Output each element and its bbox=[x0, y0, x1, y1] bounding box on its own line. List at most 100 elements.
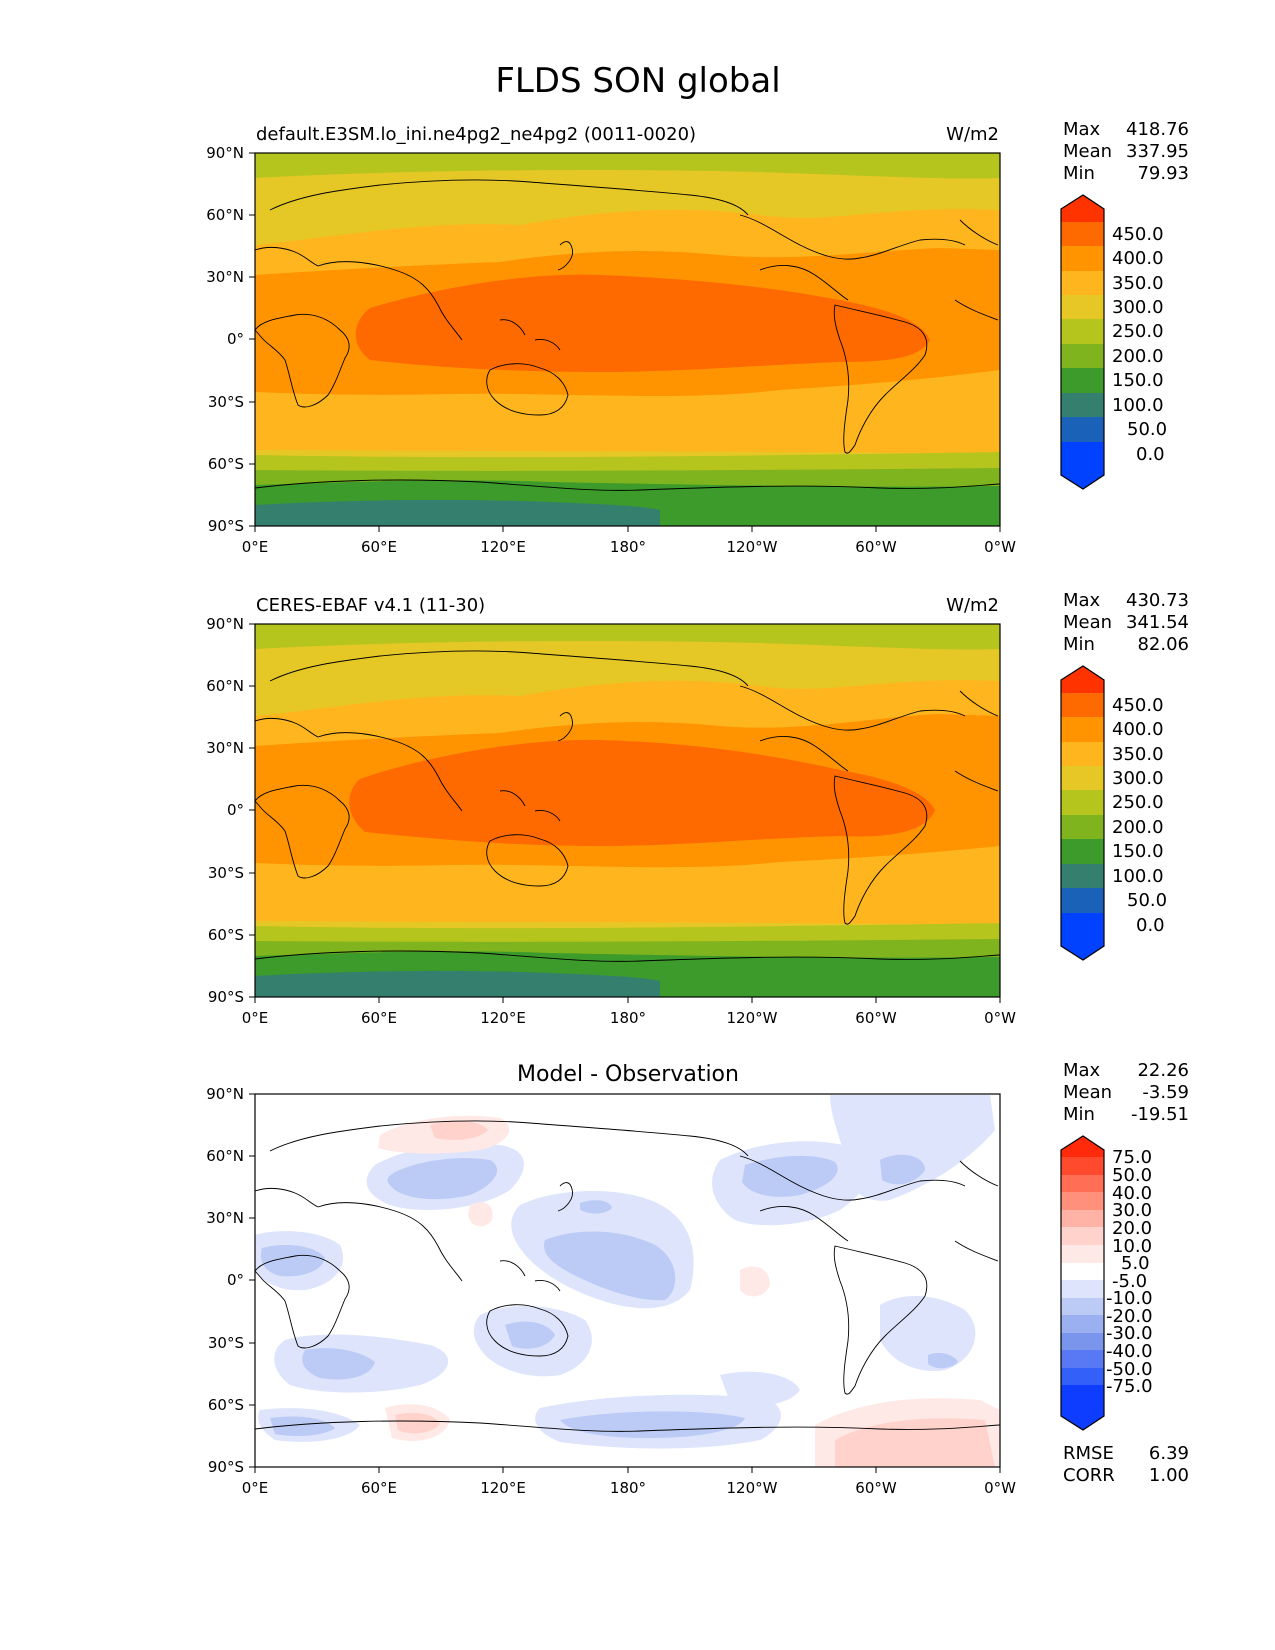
lon-tick-label: 180° bbox=[610, 1009, 646, 1027]
colorbar-label: 40.0 bbox=[1112, 1183, 1152, 1204]
lat-tick-label: 60°N bbox=[206, 1147, 244, 1165]
stat-label: Min bbox=[1063, 634, 1095, 655]
coastlines bbox=[255, 1120, 1000, 1432]
colorbar-label: 250.0 bbox=[1112, 792, 1164, 813]
lat-tick-label: 90°N bbox=[206, 615, 244, 633]
colorbar-label: 300.0 bbox=[1112, 297, 1164, 318]
colorbar-label: 250.0 bbox=[1112, 321, 1164, 342]
colorbar-label: 150.0 bbox=[1112, 841, 1164, 862]
lon-tick-label: 120°W bbox=[727, 1009, 778, 1027]
map-plot bbox=[255, 153, 1000, 526]
colorbar-label: -5.0 bbox=[1112, 1271, 1147, 1292]
colorbar-label: 450.0 bbox=[1112, 695, 1164, 716]
lon-tick-label: 60°W bbox=[855, 1009, 897, 1027]
lat-tick-label: 90°S bbox=[208, 988, 244, 1006]
stat-value: 1.00 bbox=[1149, 1465, 1189, 1486]
lat-axis bbox=[249, 623, 255, 998]
stat-value: 430.73 bbox=[1126, 590, 1189, 611]
lon-axis bbox=[254, 526, 1001, 532]
stat-label: Max bbox=[1063, 1060, 1101, 1081]
colorbar-label: 100.0 bbox=[1112, 395, 1164, 416]
colorbar-label: 300.0 bbox=[1112, 768, 1164, 789]
colorbar-label: 50.0 bbox=[1127, 890, 1167, 911]
stats-block: Max 418.76 Mean 337.95 Min 79.93 bbox=[1063, 119, 1189, 184]
lon-tick-label: 60°E bbox=[361, 538, 397, 556]
colorbar-label: 450.0 bbox=[1112, 224, 1164, 245]
colorbar-labels: 75.0 50.0 40.0 30.0 20.0 10.0 5.0 -5.0 -… bbox=[1106, 1147, 1153, 1397]
lat-axis bbox=[249, 1093, 255, 1468]
map-plot bbox=[255, 624, 1000, 997]
lon-tick-label: 120°E bbox=[480, 1009, 526, 1027]
coastlines bbox=[255, 179, 1000, 491]
colorbar-label: -30.0 bbox=[1106, 1323, 1153, 1344]
lat-tick-label: 60°N bbox=[206, 677, 244, 695]
stat-label: Mean bbox=[1063, 141, 1112, 162]
colorbar-label: 0.0 bbox=[1136, 444, 1165, 465]
lon-tick-label: 60°E bbox=[361, 1479, 397, 1497]
lon-tick-label: 120°W bbox=[727, 1479, 778, 1497]
panel-left-title: default.E3SM.lo_ini.ne4pg2_ne4pg2 (0011-… bbox=[256, 124, 696, 145]
stat-value: 22.26 bbox=[1137, 1060, 1189, 1081]
stat-label: Min bbox=[1063, 1104, 1095, 1125]
colorbar bbox=[1060, 665, 1105, 961]
lon-tick-label: 0°E bbox=[242, 1009, 269, 1027]
lon-tick-label: 180° bbox=[610, 1479, 646, 1497]
lat-tick-label: 60°S bbox=[208, 926, 244, 944]
lat-tick-label: 30°S bbox=[208, 864, 244, 882]
stat-label: CORR bbox=[1063, 1465, 1115, 1486]
colorbar-label: 200.0 bbox=[1112, 346, 1164, 367]
colorbar-label: -20.0 bbox=[1106, 1306, 1153, 1327]
colorbar-label: 50.0 bbox=[1127, 419, 1167, 440]
stat-label: Min bbox=[1063, 163, 1095, 184]
lat-tick-label: 0° bbox=[227, 1271, 244, 1289]
colorbar-labels: 450.0 400.0 350.0 300.0 250.0 200.0 150.… bbox=[1112, 224, 1167, 465]
lat-tick-label: 90°N bbox=[206, 144, 244, 162]
colorbar-label: -50.0 bbox=[1106, 1359, 1153, 1380]
colorbar bbox=[1060, 194, 1105, 490]
panel-units: W/m2 bbox=[946, 124, 999, 145]
colorbar-label: 200.0 bbox=[1112, 817, 1164, 838]
colorbar-label: 150.0 bbox=[1112, 370, 1164, 391]
lon-tick-label: 120°E bbox=[480, 1479, 526, 1497]
lat-tick-label: 90°S bbox=[208, 1458, 244, 1476]
colorbar-label: 30.0 bbox=[1112, 1200, 1152, 1221]
stats-block: Max 22.26 Mean -3.59 Min -19.51 bbox=[1063, 1060, 1189, 1125]
lon-tick-label: 60°W bbox=[855, 538, 897, 556]
colorbar-label: -75.0 bbox=[1106, 1376, 1153, 1397]
error-stats-block: RMSE 6.39 CORR 1.00 bbox=[1063, 1443, 1189, 1486]
stat-label: Max bbox=[1063, 590, 1101, 611]
colorbar-label: 350.0 bbox=[1112, 273, 1164, 294]
lon-tick-label: 0°E bbox=[242, 1479, 269, 1497]
stat-value: 418.76 bbox=[1126, 119, 1189, 140]
stats-block: Max 430.73 Mean 341.54 Min 82.06 bbox=[1063, 590, 1189, 655]
colorbar-label: 20.0 bbox=[1112, 1218, 1152, 1239]
colorbar-labels: 450.0 400.0 350.0 300.0 250.0 200.0 150.… bbox=[1112, 695, 1167, 936]
lat-tick-label: 90°N bbox=[206, 1085, 244, 1103]
colorbar-label: 100.0 bbox=[1112, 866, 1164, 887]
stat-value: 79.93 bbox=[1137, 163, 1189, 184]
lon-tick-label: 120°W bbox=[727, 538, 778, 556]
lat-tick-label: 30°N bbox=[206, 268, 244, 286]
colorbar-label: 350.0 bbox=[1112, 744, 1164, 765]
lon-tick-label: 0°E bbox=[242, 538, 269, 556]
stat-value: 341.54 bbox=[1126, 612, 1189, 633]
lon-tick-label: 0°W bbox=[984, 1479, 1016, 1497]
lon-axis bbox=[254, 997, 1001, 1003]
lat-tick-label: 60°N bbox=[206, 206, 244, 224]
lat-tick-label: 0° bbox=[227, 801, 244, 819]
colorbar-label: 400.0 bbox=[1112, 248, 1164, 269]
lat-tick-label: 90°S bbox=[208, 517, 244, 535]
colorbar-label: -40.0 bbox=[1106, 1341, 1153, 1362]
lon-tick-label: 180° bbox=[610, 538, 646, 556]
stat-label: RMSE bbox=[1063, 1443, 1114, 1464]
stat-value: 82.06 bbox=[1137, 634, 1189, 655]
colorbar bbox=[1060, 1135, 1105, 1431]
lat-tick-label: 60°S bbox=[208, 1396, 244, 1414]
colorbar-label: 0.0 bbox=[1136, 915, 1165, 936]
stat-value: 337.95 bbox=[1126, 141, 1189, 162]
map-plot bbox=[255, 1094, 1000, 1467]
lon-tick-label: 0°W bbox=[984, 1009, 1016, 1027]
coastlines bbox=[255, 650, 1000, 962]
colorbar-label: 75.0 bbox=[1112, 1147, 1152, 1168]
